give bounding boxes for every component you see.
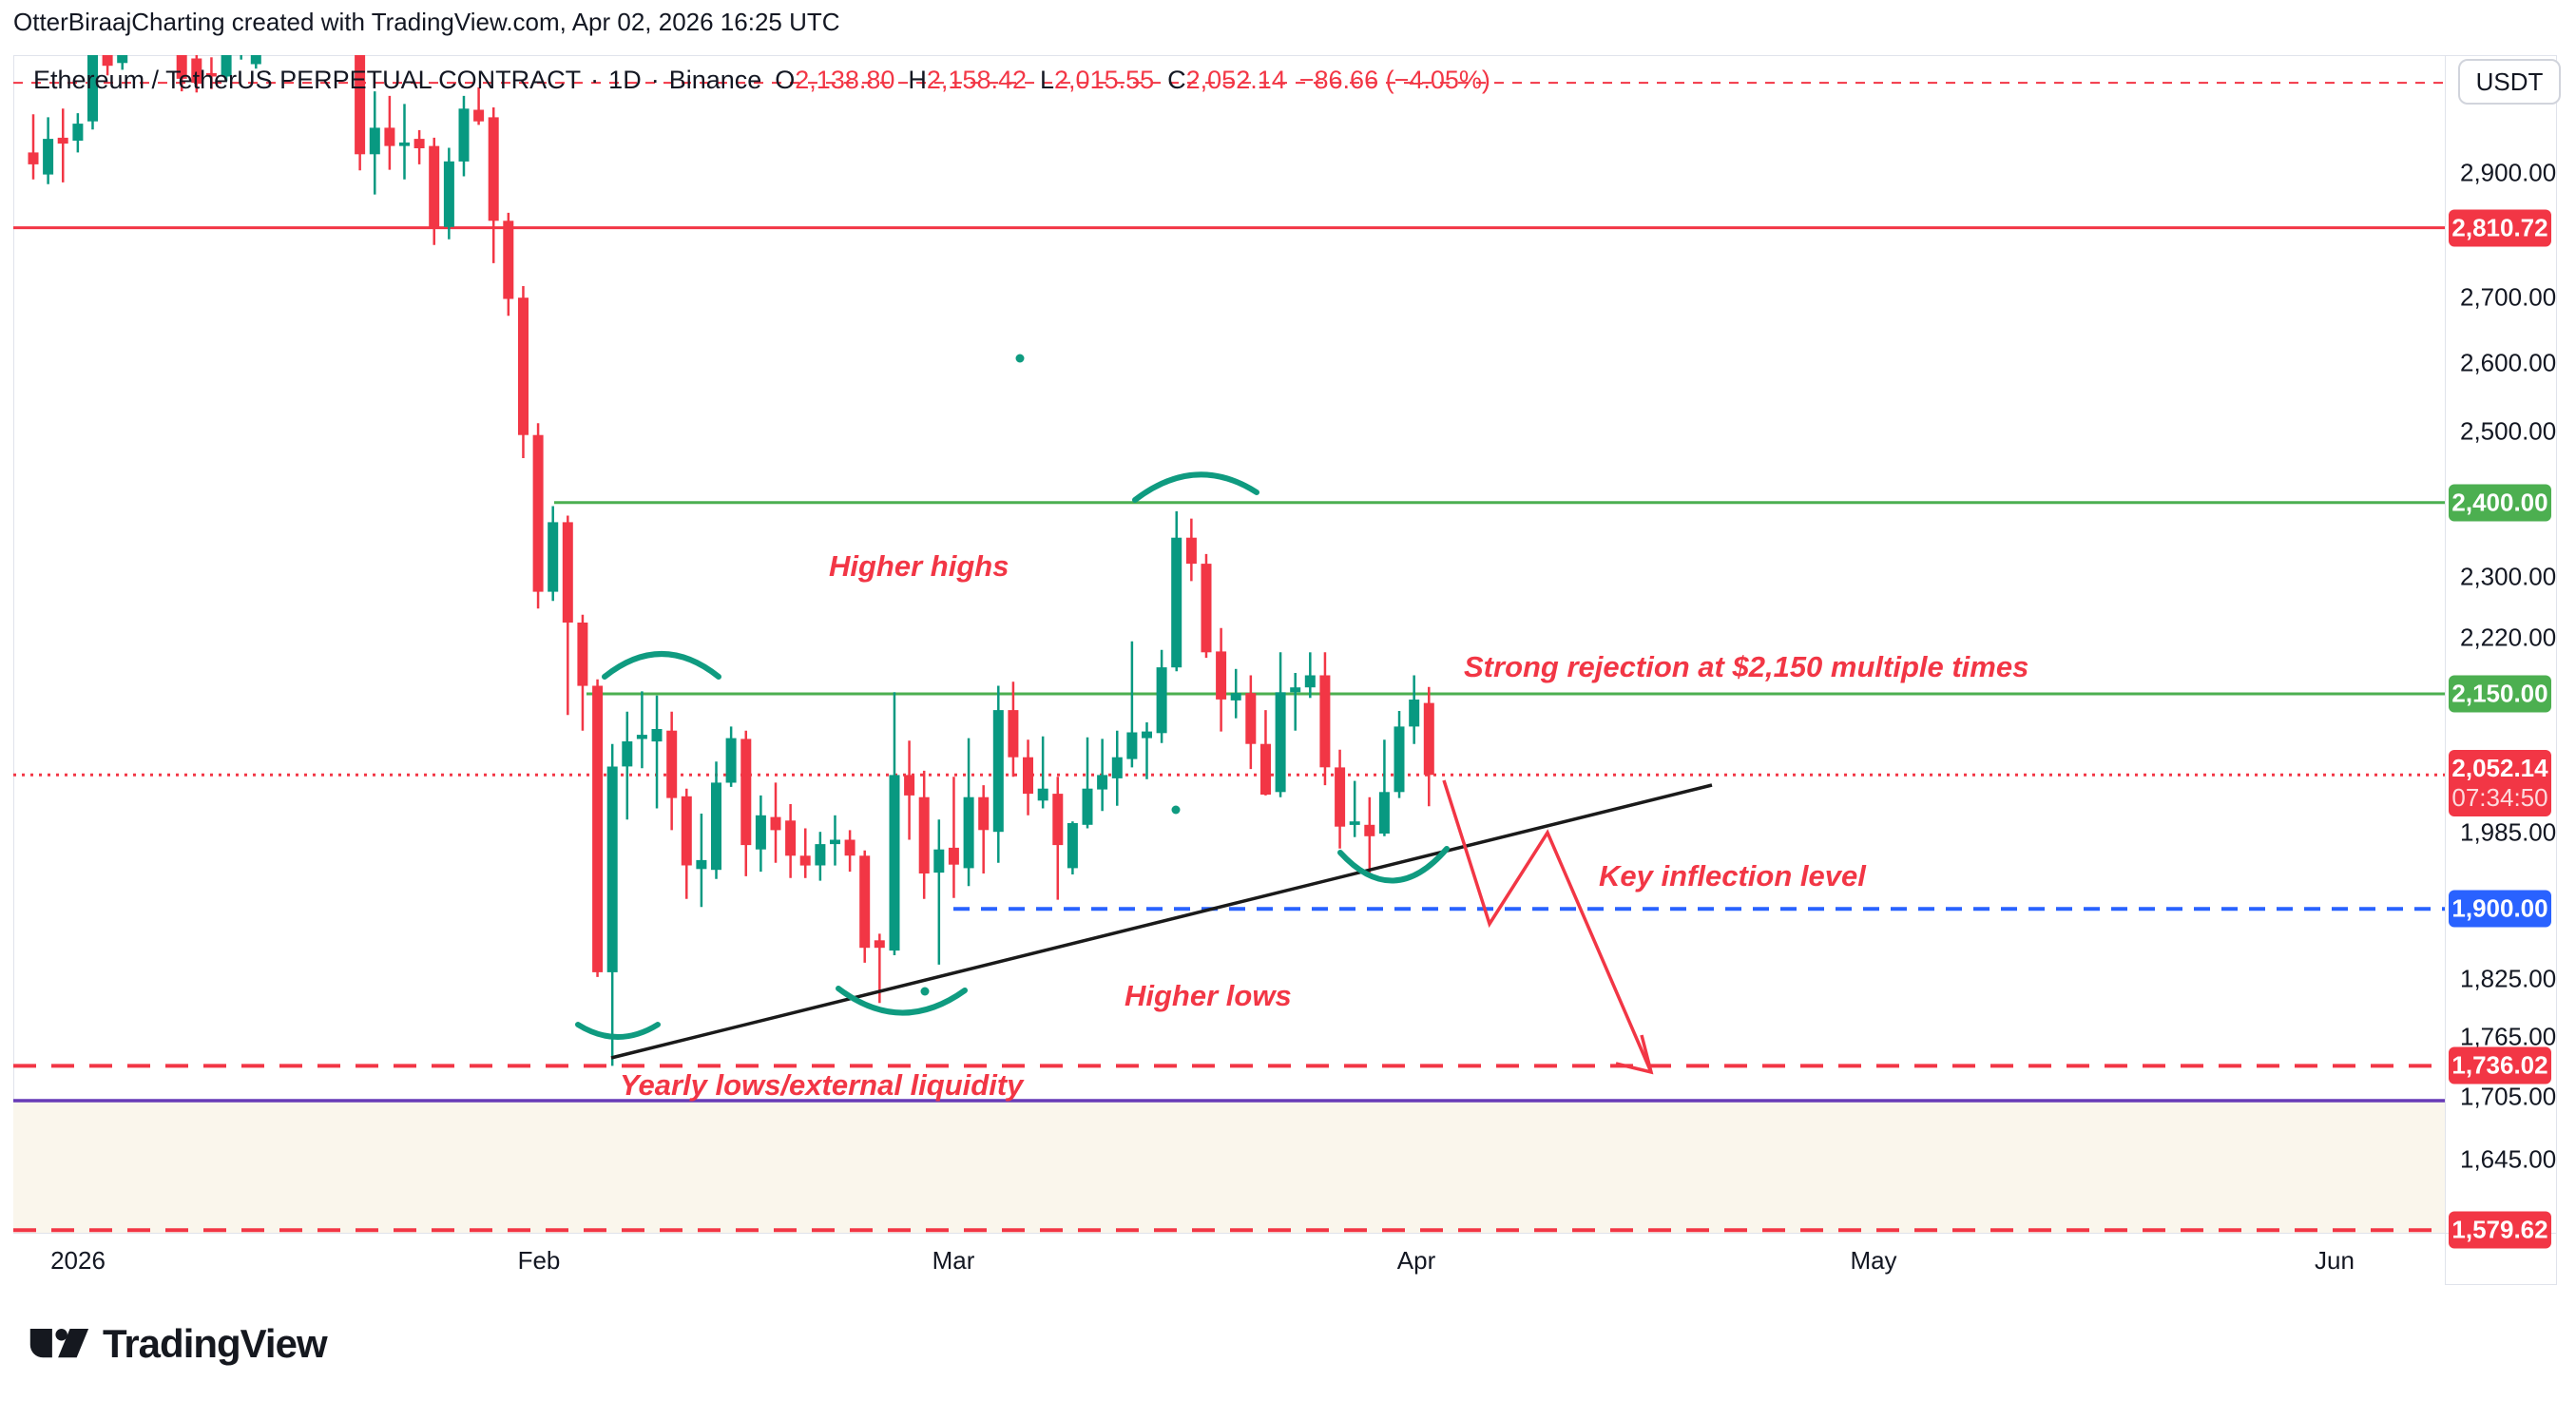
exchange-label: Binance [668,66,762,94]
price-tick: 1,705.00 [2460,1082,2557,1111]
time-tick-Apr: Apr [1396,1246,1436,1275]
price-tick: 2,700.00 [2460,282,2557,312]
projection-zigzag [1442,779,1653,1073]
brush-arc-1 [575,1022,661,1040]
price-tick: 2,600.00 [2460,348,2557,377]
cream-zone [13,1101,2445,1233]
annotation-key-inflection: Key inflection level [1599,859,1866,892]
price-badge-current: 2,052.14 07:34:50 [2449,750,2551,816]
symbol-legend[interactable]: Ethereum / TetherUS PERPETUAL CONTRACT · 1… [33,66,1490,95]
close-value: 2,052.14 [1185,66,1286,94]
brush-arc-3 [1337,846,1450,884]
projection-arrowhead [1615,1034,1654,1075]
currency-usdt-button[interactable]: USDT [2458,59,2561,105]
change-value: −86.66 (−4.05%) [1298,66,1490,94]
brush-arc-2 [836,986,968,1016]
time-tick-Feb: Feb [517,1246,561,1275]
ascending-trendline [610,783,1713,1060]
annotation-yearly-lows: Yearly lows/external liquidity [620,1068,1024,1102]
price-tick: 2,500.00 [2460,416,2557,446]
price-badge: 2,810.72 [2449,209,2551,247]
price-tick: 2,220.00 [2460,623,2557,652]
attribution-text: OtterBiraajCharting created with Trading… [13,8,840,36]
annotation-higher-highs: Higher highs [829,549,1009,583]
price-tick: 1,985.00 [2460,817,2557,847]
high-label: H [908,66,927,94]
legend-separator: · [590,66,600,94]
high-value: 2,158.42 [926,66,1027,94]
symbol-name: Ethereum / TetherUS PERPETUAL CONTRACT [33,66,582,94]
open-label: O [775,66,796,94]
price-tick: 2,300.00 [2460,562,2557,591]
annotation-higher-lows: Higher lows [1125,979,1292,1012]
brush-dot [1015,354,1025,363]
interval-label: 1D [608,66,642,94]
low-label: L [1040,66,1055,94]
brush-dot [1171,805,1181,815]
price-axis[interactable]: 2,900.00 2,700.00 2,600.00 2,500.00 2,300.00… [2446,55,2557,1285]
price-tick: 1,825.00 [2460,964,2557,993]
time-tick-2026: 2026 [50,1246,106,1275]
tradingview-logo-icon [29,1329,89,1358]
annotation-strong-rejection: Strong rejection at $2,150 multiple time… [1464,650,2029,683]
brush-dot [920,987,930,996]
time-tick-May: May [1850,1246,1897,1275]
brush-arc-0 [602,651,721,680]
price-tick: 1,645.00 [2460,1144,2557,1174]
price-badge: 1,579.62 [2449,1211,2551,1249]
price-axis-separator [2445,55,2446,1285]
time-axis-separator [13,1233,2557,1234]
tradingview-logo: TradingView [29,1321,328,1367]
price-tick: 2,900.00 [2460,158,2557,187]
price-badge: 2,150.00 [2449,675,2551,713]
open-value: 2,138.80 [795,66,895,94]
low-value: 2,015.55 [1054,66,1155,94]
time-tick-Mar: Mar [932,1246,975,1275]
price-badge: 1,736.02 [2449,1046,2551,1084]
price-badge: 2,400.00 [2449,484,2551,522]
price-tick: 1,765.00 [2460,1022,2557,1051]
brush-arc-4 [1132,471,1259,503]
time-tick-Jun: Jun [2315,1246,2355,1275]
legend-separator-2: · [650,66,660,94]
price-badge: 1,900.00 [2449,890,2551,928]
pane-content [13,55,2445,1233]
tradingview-logo-text: TradingView [103,1321,328,1366]
time-axis[interactable]: 2026 Feb Mar Apr May Jun [13,1234,2445,1285]
close-label: C [1167,66,1186,94]
